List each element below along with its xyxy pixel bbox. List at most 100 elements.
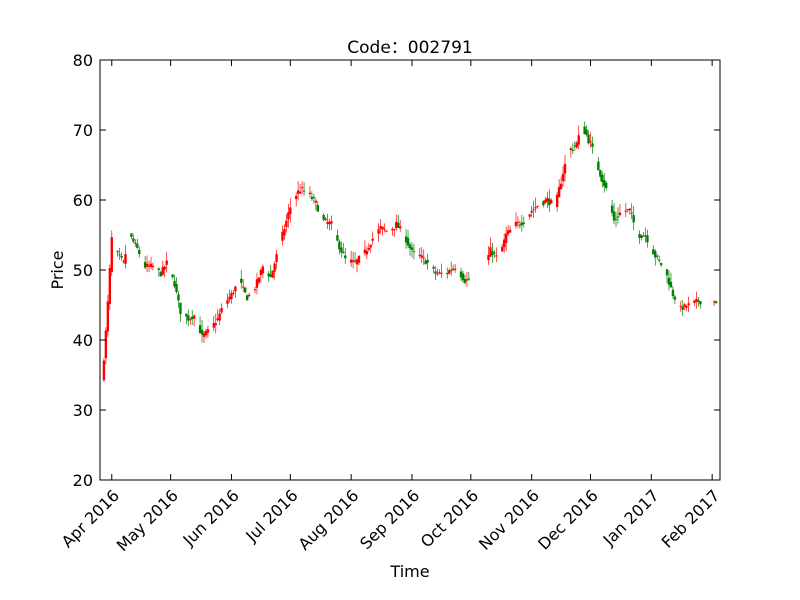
candle-body [659, 262, 663, 266]
candle-body [626, 209, 629, 211]
candle-body [214, 323, 217, 326]
candle-body [555, 194, 559, 208]
candle-body [640, 235, 643, 238]
candle-body [687, 303, 690, 306]
candle-body [218, 313, 221, 321]
candle-body [118, 254, 121, 256]
candle-body [353, 260, 357, 262]
candle-body [599, 170, 602, 177]
candle-body [308, 192, 312, 194]
candle-body [501, 246, 504, 252]
candle-body [161, 266, 164, 275]
candle-body [110, 237, 113, 272]
x-tick-label: Jan 2017 [599, 486, 663, 550]
candle-body [365, 251, 369, 255]
candle-body [667, 277, 671, 285]
candle-body [618, 212, 622, 216]
candle-body [104, 330, 108, 359]
candle-body [544, 199, 547, 203]
candle-body [393, 228, 396, 230]
candle-body [440, 272, 443, 274]
candle-body [344, 255, 347, 259]
candle-body [165, 260, 168, 265]
candle-body [285, 220, 288, 228]
candle-body [591, 143, 594, 147]
y-tick-label: 80 [73, 51, 93, 70]
candle-body [671, 289, 675, 296]
candle-body [312, 196, 316, 198]
candle-body [106, 301, 110, 332]
candle-body [654, 251, 657, 258]
candle-body [283, 229, 286, 236]
candle-body [685, 306, 688, 308]
candle-body [520, 222, 524, 226]
candle-body [601, 174, 604, 183]
candle-body [561, 173, 565, 182]
candle-body [177, 294, 180, 301]
candle-body [243, 287, 247, 293]
candle-body [226, 300, 229, 304]
candle-body [693, 300, 696, 304]
candle-body [695, 298, 698, 302]
candle-body [336, 235, 339, 241]
x-tick-label: Jul 2016 [241, 486, 301, 546]
candle-body [122, 260, 125, 262]
candle-body [487, 254, 490, 261]
candle-body [542, 201, 545, 206]
candle-body [202, 333, 206, 337]
candle-body [465, 279, 469, 281]
candle-body [189, 319, 192, 321]
candle-body [420, 255, 423, 258]
candle-body [589, 141, 592, 143]
candle-body [646, 235, 649, 243]
candle-body [597, 161, 600, 171]
candle-body [683, 304, 686, 307]
candle-body [326, 221, 329, 224]
candle-body [398, 226, 402, 229]
candle-body [448, 270, 451, 274]
candle-body [220, 308, 223, 313]
candle-body [200, 329, 204, 335]
candle-body [132, 238, 135, 242]
candle-body [351, 260, 355, 262]
x-tick-label: Feb 2017 [658, 486, 724, 552]
candle-body [532, 209, 535, 211]
candle-body [377, 229, 380, 234]
candle-body [206, 329, 210, 333]
candle-body [275, 254, 278, 262]
candle-body [536, 205, 539, 207]
candle-body [269, 274, 272, 277]
candle-body [151, 265, 155, 268]
candle-body [138, 249, 141, 254]
candle-body [314, 200, 318, 203]
candle-body [145, 263, 149, 267]
candle-body [506, 230, 510, 235]
candle-body [632, 215, 635, 223]
candle-body [638, 233, 641, 239]
candle-body [630, 212, 633, 214]
candle-body [404, 236, 408, 243]
candle-body [134, 242, 137, 244]
candle-body [369, 245, 372, 248]
candle-body [516, 221, 520, 223]
candle-body [149, 263, 153, 267]
candle-body [518, 224, 522, 226]
candle-body [379, 226, 382, 229]
x-tick-label: May 2016 [113, 486, 182, 555]
candle-body [587, 134, 590, 144]
candle-body [287, 212, 290, 220]
y-tick-label: 70 [73, 121, 93, 140]
candle-body [385, 230, 388, 232]
candle-body [216, 318, 219, 321]
candle-body [247, 294, 251, 297]
candle-body [557, 186, 561, 198]
candle-body [253, 289, 257, 291]
candle-body [410, 247, 414, 251]
candle-body [240, 278, 243, 283]
candle-body [571, 149, 575, 151]
candle-body [656, 255, 659, 257]
chart-title: Code：002791 [347, 38, 472, 58]
candle-body [657, 259, 661, 261]
candle-body [624, 210, 628, 212]
